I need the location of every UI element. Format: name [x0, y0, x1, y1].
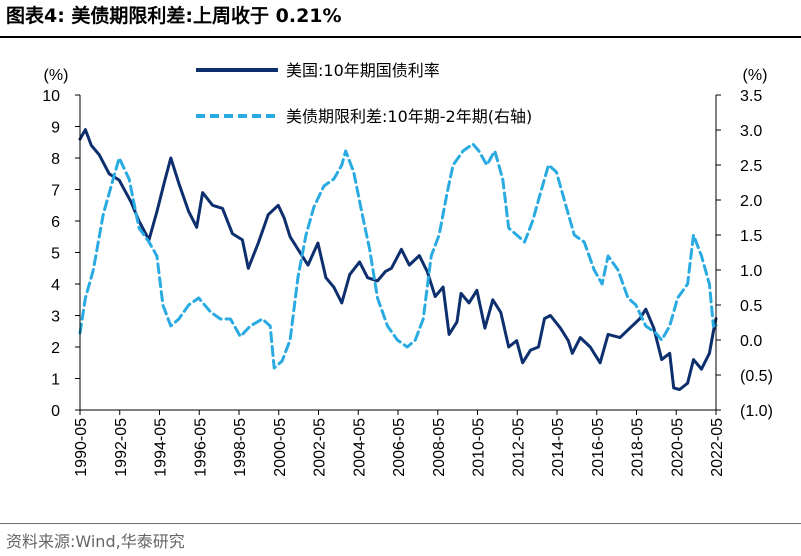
- x-axis-tick-label: 2010-05: [471, 418, 488, 477]
- right-axis-tick-label: 2.5: [740, 158, 762, 175]
- x-axis-tick-label: 1994-05: [153, 418, 170, 477]
- left-axis-tick-label: 5: [51, 246, 60, 263]
- left-axis-tick-label: 0: [51, 403, 60, 420]
- series-line-term-spread: [78, 142, 718, 370]
- right-axis-tick-label: 2.0: [740, 193, 762, 210]
- x-axis-tick-label: 2006-05: [391, 418, 408, 477]
- series-line-10y-yield: [78, 128, 718, 391]
- x-axis-tick-label: 2000-05: [272, 418, 289, 477]
- left-axis-tick-label: 2: [51, 340, 60, 357]
- left-axis-unit: (%): [44, 67, 69, 84]
- left-axis-tick-label: 9: [51, 120, 60, 137]
- left-axis-tick-label: 3: [51, 309, 60, 326]
- chart-title: 图表4: 美债期限利差:上周收于 0.21%: [6, 5, 342, 27]
- left-axis-tick-label: 6: [51, 214, 60, 231]
- right-axis-unit: (%): [743, 67, 768, 84]
- x-axis-tick-label: 2012-05: [510, 418, 527, 477]
- chart-svg: (%) (%) 美国:10年期国债利率 美债期限利差:10年期-2年期(右轴) …: [42, 61, 773, 477]
- right-axis-tick-label: (0.5): [740, 368, 773, 385]
- source-divider: [0, 523, 801, 524]
- source-note: 资料来源:Wind,华泰研究: [6, 532, 185, 551]
- x-axis-tick-label: 1992-05: [113, 418, 130, 477]
- x-axis-tick-label: 1998-05: [232, 418, 249, 477]
- x-axis-tick-label: 2022-05: [709, 418, 726, 477]
- x-axis-tick-label: 2008-05: [431, 418, 448, 477]
- x-axis-tick-label: 2014-05: [550, 418, 567, 477]
- left-axis-tick-label: 4: [51, 277, 60, 294]
- left-axis-tick-label: 7: [51, 183, 60, 200]
- x-axis-tick-label: 1996-05: [192, 418, 209, 477]
- x-axis-tick-label: 2002-05: [312, 418, 329, 477]
- x-axis-tick-label: 2018-05: [630, 418, 647, 477]
- x-axis-tick-label: 2020-05: [669, 418, 686, 477]
- right-axis-tick-label: 3.5: [740, 88, 762, 105]
- legend-label-term-spread: 美债期限利差:10年期-2年期(右轴): [286, 107, 532, 126]
- right-axis-tick-label: 1.0: [740, 263, 762, 280]
- right-axis-tick-label: 1.5: [740, 228, 762, 245]
- right-axis-tick-label: (1.0): [740, 403, 773, 420]
- right-axis-tick-label: 3.0: [740, 123, 762, 140]
- right-axis-tick-label: 0.5: [740, 298, 762, 315]
- legend-label-10y-yield: 美国:10年期国债利率: [286, 61, 440, 80]
- x-axis-tick-label: 1990-05: [73, 418, 90, 477]
- right-axis-tick-label: 0.0: [740, 333, 762, 350]
- left-axis-tick-label: 1: [51, 372, 60, 389]
- x-axis-tick-label: 2004-05: [351, 418, 368, 477]
- left-axis-tick-label: 8: [51, 151, 60, 168]
- x-axis-tick-label: 2016-05: [590, 418, 607, 477]
- title-divider: [0, 36, 801, 38]
- left-axis-tick-label: 10: [42, 88, 60, 105]
